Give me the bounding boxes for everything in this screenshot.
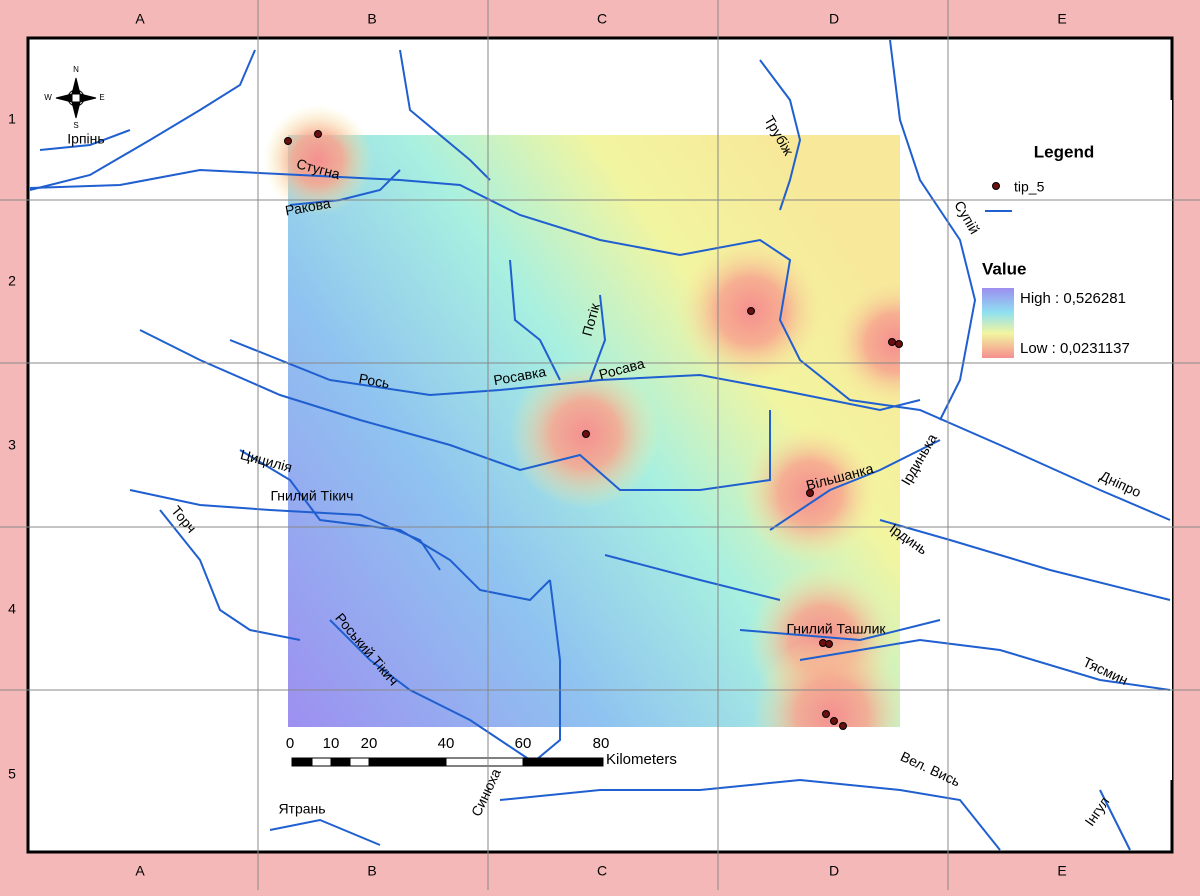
surface-mask [288, 727, 900, 827]
legend: Legend tip_5 Value High : 0,526281 Low :… [982, 142, 1130, 358]
river-label: Рось [358, 370, 391, 391]
surface [263, 105, 960, 795]
river-label: Гнилий Тікич [271, 488, 354, 504]
compass-label: E [99, 93, 104, 102]
row-label: 2 [8, 273, 16, 289]
surface-mask [900, 100, 1172, 780]
compass [55, 77, 97, 119]
scale-label: 0 [286, 735, 294, 752]
compass-label: S [73, 121, 78, 130]
row-label: 4 [8, 601, 16, 617]
legend-point: tip_5 [1014, 179, 1045, 195]
column-label: D [829, 863, 839, 879]
scale-unit: Kilometers [606, 751, 677, 768]
scale-bar [291, 757, 604, 767]
scale-label: 10 [323, 735, 340, 752]
row-label: 3 [8, 437, 16, 453]
column-label: B [367, 863, 376, 879]
compass-label: N [73, 65, 79, 74]
river-label: Ятрань [278, 801, 325, 817]
column-label: A [135, 11, 145, 27]
column-label: B [367, 11, 376, 27]
river-label: Ракова [284, 195, 332, 219]
legend-value-title: Value [982, 259, 1026, 278]
compass-label: W [44, 93, 52, 102]
row-label: 5 [8, 766, 16, 782]
column-label: C [597, 863, 607, 879]
scale-label: 20 [361, 735, 378, 752]
column-label: D [829, 11, 839, 27]
legend-low: Low : 0,0231137 [1020, 340, 1130, 357]
points [284, 130, 903, 730]
legend-high: High : 0,526281 [1020, 290, 1126, 307]
scale-label: 80 [593, 735, 610, 752]
scale-label: 60 [515, 735, 532, 752]
column-label: E [1057, 863, 1066, 879]
rivers [29, 39, 1171, 851]
river-label: Гнилий Ташлик [786, 621, 886, 637]
column-label: E [1057, 11, 1066, 27]
column-label: C [597, 11, 607, 27]
river-label: Ірпінь [67, 131, 104, 147]
legend-title: Legend [1034, 142, 1094, 161]
column-label: A [135, 863, 145, 879]
row-label: 1 [8, 111, 16, 127]
scale-label: 40 [438, 735, 455, 752]
